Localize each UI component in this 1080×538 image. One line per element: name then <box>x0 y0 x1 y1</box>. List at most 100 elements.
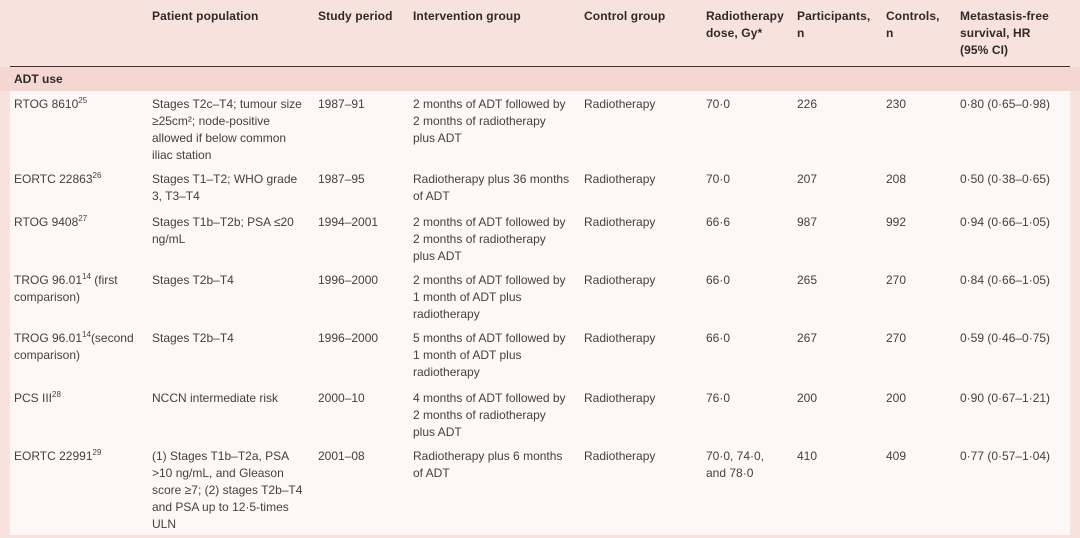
table-row: TROG 96.0114 (first comparison) Stages T… <box>10 267 1070 325</box>
study-name: PCS III <box>14 391 53 405</box>
cell-control-group: Radiotherapy <box>584 97 656 111</box>
cell-participants: 267 <box>797 331 818 345</box>
column-header-participants: Participants, n <box>797 9 871 40</box>
column-header-study-period: Study period <box>318 9 393 23</box>
cell-radiotherapy-dose: 70·0, 74·0, and 78·0 <box>706 449 765 480</box>
cell-radiotherapy-dose: 66·0 <box>706 331 731 345</box>
cell-radiotherapy-dose: 66·0 <box>706 273 731 287</box>
cell-radiotherapy-dose: 70·0 <box>706 172 731 186</box>
study-name: TROG 96.01 <box>14 331 83 345</box>
cell-study-period: 1996–2000 <box>318 273 379 287</box>
study-reference-number: 14 <box>82 330 91 339</box>
cell-controls: 230 <box>886 97 907 111</box>
cell-controls: 270 <box>886 273 907 287</box>
column-header-control-group: Control group <box>584 9 666 23</box>
cell-metastasis-free-survival: 0·90 (0·67–1·21) <box>960 391 1051 405</box>
cell-control-group: Radiotherapy <box>584 172 656 186</box>
cell-controls: 270 <box>886 331 907 345</box>
study-reference-number: 28 <box>52 390 61 399</box>
header-divider <box>10 66 1070 67</box>
cell-participants: 410 <box>797 449 818 463</box>
cell-patient-population: Stages T2b–T4 <box>152 273 234 287</box>
cell-control-group: Radiotherapy <box>584 331 656 345</box>
cell-participants: 207 <box>797 172 818 186</box>
cell-patient-population: Stages T1b–T2b; PSA ≤20 ng/mL <box>152 215 294 246</box>
cell-study: EORTC 2286326 <box>10 166 148 209</box>
cell-intervention-group: 4 months of ADT followed by 2 months of … <box>413 391 566 439</box>
cell-study-period: 2001–08 <box>318 449 365 463</box>
cell-radiotherapy-dose: 66·6 <box>706 215 731 229</box>
column-header-metastasis-free-survival: Metastasis-free survival, HR (95% CI) <box>960 9 1049 57</box>
cell-metastasis-free-survival: 0·84 (0·66–1·05) <box>960 273 1051 287</box>
study-name: RTOG 8610 <box>14 97 79 111</box>
cell-study-period: 1996–2000 <box>318 331 379 345</box>
cell-controls: 208 <box>886 172 907 186</box>
study-name: EORTC 22991 <box>14 449 93 463</box>
study-name: TROG 96.01 <box>14 273 83 287</box>
column-header-study <box>10 3 148 66</box>
cell-study: RTOG 940827 <box>10 209 148 267</box>
cell-intervention-group: 2 months of ADT followed by 2 months of … <box>413 215 566 263</box>
table-body: RTOG 861025 Stages T2c–T4; tumour size ≥… <box>10 91 1070 535</box>
cell-intervention-group: 2 months of ADT followed by 1 month of A… <box>413 273 566 321</box>
study-reference-number: 25 <box>78 96 88 105</box>
column-header-controls: Controls, n <box>886 9 940 40</box>
cell-metastasis-free-survival: 0·50 (0·38–0·65) <box>960 172 1051 186</box>
cell-radiotherapy-dose: 76·0 <box>706 391 731 405</box>
cell-study: TROG 96.0114(second comparison) <box>10 325 148 385</box>
cell-patient-population: Stages T2c–T4; tumour size ≥25cm²; node-… <box>152 97 302 162</box>
cell-intervention-group: 2 months of ADT followed by 2 months of … <box>413 97 566 145</box>
cell-participants: 200 <box>797 391 818 405</box>
cell-control-group: Radiotherapy <box>584 273 656 287</box>
cell-control-group: Radiotherapy <box>584 215 656 229</box>
study-name: EORTC 22863 <box>14 172 93 186</box>
column-header-intervention-group: Intervention group <box>413 9 521 23</box>
cell-control-group: Radiotherapy <box>584 391 656 405</box>
table-row: EORTC 2286326 Stages T1–T2; WHO grade 3,… <box>10 166 1070 209</box>
cell-patient-population: Stages T1–T2; WHO grade 3, T3–T4 <box>152 172 298 203</box>
cell-participants: 987 <box>797 215 818 229</box>
study-suffix: (second comparison) <box>14 331 134 362</box>
table-row: RTOG 940827 Stages T1b–T2b; PSA ≤20 ng/m… <box>10 209 1070 267</box>
study-name: RTOG 9408 <box>14 215 79 229</box>
cell-patient-population: Stages T2b–T4 <box>152 331 234 345</box>
table-row: TROG 96.0114(second comparison) Stages T… <box>10 325 1070 385</box>
cell-radiotherapy-dose: 70·0 <box>706 97 731 111</box>
cell-patient-population: NCCN intermediate risk <box>152 391 279 405</box>
cell-study-period: 1987–95 <box>318 172 365 186</box>
cell-patient-population: (1) Stages T1b–T2a, PSA >10 ng/mL, and G… <box>152 449 303 531</box>
cell-metastasis-free-survival: 0·94 (0·66–1·05) <box>960 215 1051 229</box>
cell-controls: 409 <box>886 449 907 463</box>
cell-intervention-group: Radiotherapy plus 36 months of ADT <box>413 172 570 203</box>
cell-metastasis-free-survival: 0·59 (0·46–0·75) <box>960 331 1051 345</box>
cell-study-period: 1987–91 <box>318 97 365 111</box>
cell-control-group: Radiotherapy <box>584 449 656 463</box>
table-header-row: Patient population Study period Interven… <box>0 0 1080 66</box>
table-row: RTOG 861025 Stages T2c–T4; tumour size ≥… <box>10 91 1070 166</box>
cell-metastasis-free-survival: 0·80 (0·65–0·98) <box>960 97 1051 111</box>
cell-controls: 992 <box>886 215 907 229</box>
table-row: EORTC 2299129 (1) Stages T1b–T2a, PSA >1… <box>10 443 1070 535</box>
cell-participants: 265 <box>797 273 818 287</box>
cell-study: EORTC 2299129 <box>10 443 148 535</box>
cell-intervention-group: 5 months of ADT followed by 1 month of A… <box>413 331 566 379</box>
cell-intervention-group: Radiotherapy plus 6 months of ADT <box>413 449 563 480</box>
study-reference-number: 26 <box>92 171 102 180</box>
cell-study-period: 1994–2001 <box>318 215 379 229</box>
column-header-radiotherapy-dose: Radiotherapy dose, Gy* <box>706 9 784 40</box>
study-reference-number: 14 <box>82 272 91 281</box>
cell-study: TROG 96.0114 (first comparison) <box>10 267 148 325</box>
section-label: ADT use <box>14 72 63 86</box>
cell-controls: 200 <box>886 391 907 405</box>
table-row: PCS III28 NCCN intermediate risk 2000–10… <box>10 385 1070 443</box>
cell-study: PCS III28 <box>10 385 148 443</box>
study-reference-number: 29 <box>92 448 102 457</box>
study-suffix: (first comparison) <box>14 273 118 304</box>
cell-study-period: 2000–10 <box>318 391 365 405</box>
cell-study: RTOG 861025 <box>10 91 148 166</box>
study-reference-number: 27 <box>78 214 88 223</box>
column-header-patient-population: Patient population <box>152 9 259 23</box>
section-row-adt-use: ADT use <box>0 67 1080 91</box>
cell-metastasis-free-survival: 0·77 (0·57–1·04) <box>960 449 1051 463</box>
